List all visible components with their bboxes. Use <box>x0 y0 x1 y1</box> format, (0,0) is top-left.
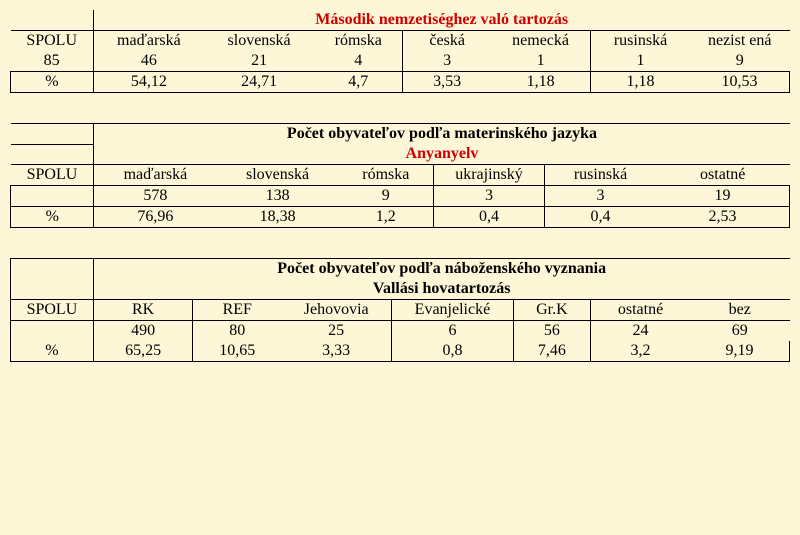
cell: 0,4 <box>545 207 656 228</box>
title-line2: Vallási hovatartozás <box>93 279 789 300</box>
col-header: rómska <box>314 31 402 52</box>
cell: 1,18 <box>491 72 590 93</box>
col-header: rusinská <box>545 165 656 186</box>
col-header: rusinská <box>591 31 690 52</box>
cell: 10,65 <box>193 341 281 362</box>
table-language: Počet obyvateľov podľa materinského jazy… <box>10 123 790 228</box>
cell: 25 <box>281 321 391 342</box>
cell: 65,25 <box>93 341 192 362</box>
col-header: Evanjelické <box>392 300 514 321</box>
col-header: ostatné <box>656 165 790 186</box>
col-header: REF <box>193 300 281 321</box>
cell: 2,53 <box>656 207 790 228</box>
cell: 46 <box>93 51 203 72</box>
cell: 1 <box>591 51 690 72</box>
col-header: slovenská <box>216 165 338 186</box>
cell: 4 <box>314 51 402 72</box>
cell: 69 <box>690 321 790 342</box>
cell: 1,2 <box>339 207 434 228</box>
pct-label-3: % <box>11 341 94 362</box>
cell: 6 <box>392 321 514 342</box>
cell: 7,46 <box>513 341 590 362</box>
col-header: nezist ená <box>690 31 790 52</box>
cell: 10,53 <box>690 72 790 93</box>
col-header: bez <box>690 300 790 321</box>
cell: 56 <box>513 321 590 342</box>
cell: 0,8 <box>392 341 514 362</box>
col-header: Gr.K <box>513 300 590 321</box>
cell: 18,38 <box>216 207 338 228</box>
cell: 24,71 <box>204 72 314 93</box>
col-header: česká <box>403 31 491 52</box>
title-line1: Počet obyvateľov podľa náboženského vyzn… <box>93 259 789 280</box>
cell: 54,12 <box>93 72 203 93</box>
cell: 9 <box>690 51 790 72</box>
cell: 3,33 <box>281 341 391 362</box>
cell: 76,96 <box>94 207 216 228</box>
col-header: ostatné <box>591 300 690 321</box>
pct-label-2: % <box>11 207 94 228</box>
col-header: nemecká <box>491 31 590 52</box>
table-religion: Počet obyvateľov podľa náboženského vyzn… <box>10 258 790 362</box>
cell: 19 <box>656 186 790 207</box>
col-header: RK <box>93 300 192 321</box>
cell: 9,19 <box>690 341 790 362</box>
cell: 80 <box>193 321 281 342</box>
cell: 0,4 <box>433 207 544 228</box>
title-red-2: Anyanyelv <box>94 144 790 165</box>
pct-label-1: % <box>11 72 94 93</box>
col-header: ukrajinský <box>433 165 544 186</box>
cell: 1 <box>491 51 590 72</box>
cell: 578 <box>94 186 216 207</box>
spolu-label-2: SPOLU <box>11 165 94 186</box>
cell: 3 <box>545 186 656 207</box>
spolu-label-1: SPOLU <box>11 31 94 52</box>
title-black-2: Počet obyvateľov podľa materinského jazy… <box>94 124 790 145</box>
col-header: maďarská <box>93 31 203 52</box>
title-red-1: Második nemzetiséghez való tartozás <box>93 10 789 31</box>
cell: 21 <box>204 51 314 72</box>
spolu-label-3: SPOLU <box>11 300 94 321</box>
cell: 3,2 <box>591 341 690 362</box>
spolu-count-1: 85 <box>11 51 94 72</box>
cell: 138 <box>216 186 338 207</box>
cell: 3 <box>433 186 544 207</box>
cell: 9 <box>339 186 434 207</box>
col-header: rómska <box>339 165 434 186</box>
cell: 3,53 <box>403 72 491 93</box>
cell: 490 <box>93 321 192 342</box>
col-header: slovenská <box>204 31 314 52</box>
cell: 1,18 <box>591 72 690 93</box>
cell: 3 <box>403 51 491 72</box>
col-header: maďarská <box>94 165 216 186</box>
table-nationality: Második nemzetiséghez való tartozás SPOL… <box>10 10 790 93</box>
col-header: Jehovovia <box>281 300 391 321</box>
cell: 24 <box>591 321 690 342</box>
cell: 4,7 <box>314 72 402 93</box>
